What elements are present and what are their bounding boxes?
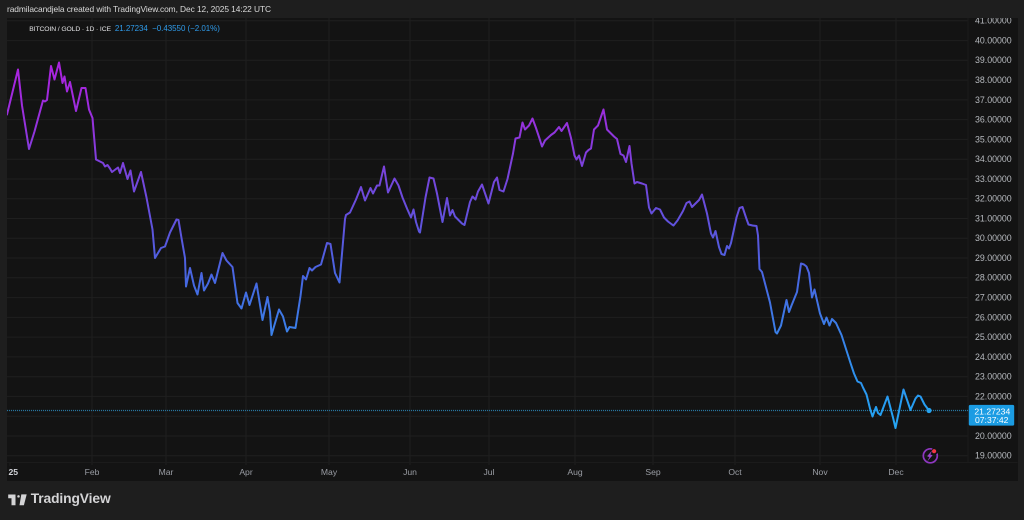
- svg-text:36.00000: 36.00000: [975, 114, 1012, 124]
- svg-text:Dec: Dec: [888, 467, 904, 477]
- svg-text:25: 25: [9, 467, 19, 477]
- svg-text:34.00000: 34.00000: [975, 154, 1012, 164]
- svg-text:Aug: Aug: [567, 467, 583, 477]
- svg-text:19.00000: 19.00000: [975, 450, 1012, 460]
- svg-text:Jul: Jul: [484, 467, 495, 477]
- svg-text:37.00000: 37.00000: [975, 94, 1012, 104]
- svg-text:Oct: Oct: [728, 467, 742, 477]
- svg-text:21.27234: 21.27234: [974, 406, 1010, 416]
- svg-text:32.00000: 32.00000: [975, 193, 1012, 203]
- svg-text:27.00000: 27.00000: [975, 292, 1012, 302]
- svg-text:Feb: Feb: [85, 467, 100, 477]
- svg-text:41.00000: 41.00000: [975, 18, 1012, 26]
- svg-text:39.00000: 39.00000: [975, 55, 1012, 65]
- svg-text:07:37:42: 07:37:42: [975, 415, 1009, 425]
- svg-text:26.00000: 26.00000: [975, 312, 1012, 322]
- svg-text:31.00000: 31.00000: [975, 213, 1012, 223]
- svg-text:28.00000: 28.00000: [975, 272, 1012, 282]
- svg-text:23.00000: 23.00000: [975, 371, 1012, 381]
- svg-text:38.00000: 38.00000: [975, 75, 1012, 85]
- svg-text:Mar: Mar: [159, 467, 174, 477]
- svg-text:29.00000: 29.00000: [975, 252, 1012, 262]
- svg-text:20.00000: 20.00000: [975, 430, 1012, 440]
- svg-text:Apr: Apr: [239, 467, 253, 477]
- svg-text:May: May: [321, 467, 338, 477]
- svg-text:25.00000: 25.00000: [975, 332, 1012, 342]
- svg-text:Nov: Nov: [812, 467, 828, 477]
- svg-text:22.00000: 22.00000: [975, 391, 1012, 401]
- svg-text:33.00000: 33.00000: [975, 173, 1012, 183]
- svg-text:24.00000: 24.00000: [975, 351, 1012, 361]
- svg-text:Sep: Sep: [645, 467, 661, 477]
- svg-text:30.00000: 30.00000: [975, 233, 1012, 243]
- svg-text:35.00000: 35.00000: [975, 134, 1012, 144]
- svg-text:Jun: Jun: [403, 467, 417, 477]
- svg-text:40.00000: 40.00000: [975, 35, 1012, 45]
